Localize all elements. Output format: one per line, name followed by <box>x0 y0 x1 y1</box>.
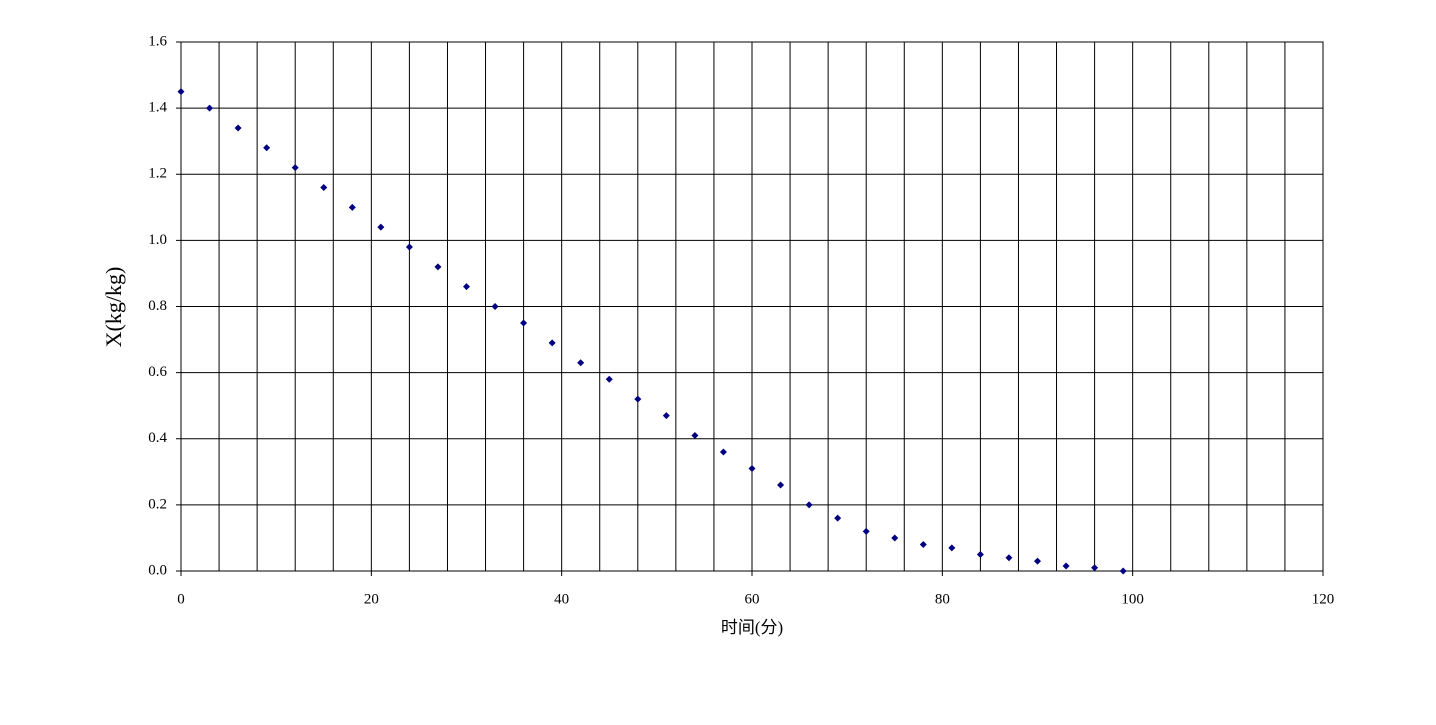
data-point <box>1005 554 1013 562</box>
y-axis-title: X(kg/kg) <box>101 267 126 348</box>
x-tick-label: 80 <box>935 591 950 607</box>
data-point <box>405 243 413 251</box>
data-point <box>1034 557 1041 565</box>
data-point <box>719 448 727 456</box>
data-point <box>1091 564 1099 572</box>
data-point <box>948 544 956 552</box>
x-tick-label: 0 <box>177 591 185 607</box>
data-point <box>1062 562 1070 570</box>
data-point <box>834 514 842 522</box>
plot-border <box>180 41 1324 572</box>
data-point <box>491 303 499 310</box>
data-point <box>605 375 613 383</box>
y-tick-label: 0.4 <box>148 430 167 446</box>
data-point <box>291 164 299 172</box>
x-tick-label: 60 <box>745 591 760 607</box>
data-point <box>320 183 328 191</box>
y-tick-label: 1.4 <box>148 100 167 116</box>
data-point <box>520 319 528 327</box>
data-point <box>891 534 899 542</box>
data-point <box>976 550 984 558</box>
data-point <box>1119 567 1127 575</box>
data-point <box>777 481 785 489</box>
data-point <box>577 359 585 367</box>
data-point <box>377 223 385 231</box>
data-point <box>463 283 470 291</box>
data-point <box>348 203 356 211</box>
data-point <box>548 339 556 347</box>
y-tick-label: 1.0 <box>148 232 167 248</box>
data-point <box>634 395 642 403</box>
data-point <box>434 263 442 271</box>
y-tick-label: 0.2 <box>148 496 167 512</box>
x-tick-label: 20 <box>364 591 379 607</box>
x-tick-label: 100 <box>1121 591 1144 607</box>
y-tick-label: 1.2 <box>148 166 167 182</box>
x-tick-label: 40 <box>554 591 569 607</box>
x-tick-label: 120 <box>1312 591 1335 607</box>
data-point <box>206 104 214 112</box>
data-point <box>805 501 813 509</box>
data-point <box>691 431 699 439</box>
data-point <box>662 412 670 420</box>
data-point <box>862 527 870 535</box>
x-axis-title: 时间(分) <box>721 618 783 637</box>
data-point <box>177 88 185 96</box>
y-tick-label: 1.6 <box>148 33 167 49</box>
y-tick-label: 0.6 <box>148 364 167 380</box>
data-point <box>919 541 927 549</box>
y-tick-label: 0.8 <box>148 298 167 314</box>
data-point <box>748 465 756 473</box>
data-point <box>234 124 242 132</box>
y-tick-label: 0.0 <box>148 562 167 578</box>
data-point <box>263 144 271 152</box>
